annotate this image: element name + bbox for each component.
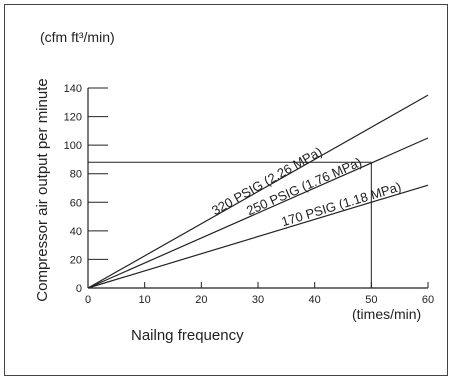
series-line xyxy=(87,137,429,289)
y-tick-label: 20 xyxy=(70,254,82,266)
series-line xyxy=(87,184,429,289)
y-tick-label: 80 xyxy=(70,169,82,181)
x-tick-label: 0 xyxy=(85,294,91,306)
x-axis-title: Nailng frequency xyxy=(131,327,244,344)
x-tick-label: 50 xyxy=(365,294,377,306)
y-tick-label: 100 xyxy=(64,140,82,152)
y-tick-label: 60 xyxy=(70,197,82,209)
x-tick-label: 10 xyxy=(139,294,151,306)
y-tick-label: 140 xyxy=(64,83,82,95)
x-tick-label: 60 xyxy=(422,294,434,306)
y-tick-label: 120 xyxy=(64,112,82,124)
y-axis-title: Compressor air output per minute xyxy=(34,78,51,301)
y-tick-label: 40 xyxy=(70,226,82,238)
x-tick-label: 20 xyxy=(195,294,207,306)
y-tick-label: 0 xyxy=(76,283,82,295)
series-line xyxy=(87,94,429,289)
x-tick-label: 40 xyxy=(309,294,321,306)
chart-frame xyxy=(4,4,448,376)
x-tick-label: 30 xyxy=(252,294,264,306)
x-axis-unit: (times/min) xyxy=(352,306,421,322)
unit-label: (cfm ft³/min) xyxy=(40,29,115,45)
